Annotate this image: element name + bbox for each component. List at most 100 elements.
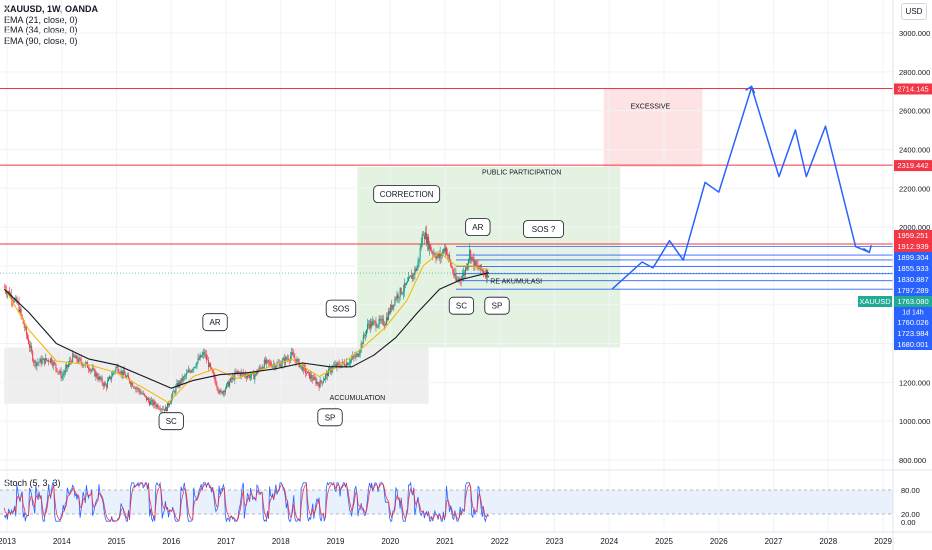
- candle-body-431: [457, 279, 459, 281]
- candle-body-52: [58, 371, 60, 373]
- candle-body-22: [26, 334, 28, 339]
- candle-body-223: [238, 372, 240, 373]
- candle-body-400: [424, 232, 426, 239]
- candle-body-107: [116, 366, 118, 368]
- price-tag-bg-1: [894, 160, 932, 172]
- y-tick-1: 1000.000: [899, 417, 930, 426]
- candle-body-93: [101, 377, 103, 384]
- annotation-box-6: [523, 220, 564, 238]
- price-tag-11: 1680.001: [897, 340, 928, 349]
- candle-body-460: [488, 275, 490, 278]
- candle-body-376: [399, 288, 401, 298]
- candle-body-53: [59, 371, 61, 373]
- price-tag-bg-5: [894, 262, 932, 274]
- candle-body-243: [259, 367, 261, 369]
- candle-body-123: [133, 386, 135, 388]
- candle-body-173: [185, 373, 187, 376]
- candle-body-64: [71, 361, 73, 363]
- currency-badge[interactable]: USD: [901, 3, 927, 20]
- candle-body-359: [381, 318, 383, 320]
- candle-body-316: [336, 362, 338, 367]
- candle-body-288: [306, 371, 308, 374]
- candle-body-186: [199, 355, 201, 360]
- candle-body-457: [484, 273, 486, 278]
- candle-body-84: [92, 368, 94, 370]
- candle-body-75: [82, 365, 84, 366]
- candle-body-9: [13, 301, 15, 303]
- candle-body-266: [283, 358, 285, 364]
- annotation-box-3: [325, 299, 357, 318]
- candle-body-224: [239, 372, 241, 376]
- candle-body-216: [231, 378, 233, 380]
- candle-body-209: [223, 391, 225, 393]
- price-tag-bg-6: [894, 273, 932, 285]
- candle-body-386: [410, 275, 412, 277]
- candle-body-66: [73, 353, 75, 357]
- candle-body-111: [120, 370, 122, 374]
- candle-body-426: [452, 267, 454, 273]
- candle-body-131: [141, 393, 143, 395]
- y-tick-11: 3000.000: [899, 29, 930, 38]
- candle-body-110: [119, 372, 121, 374]
- annotation-7: SC: [456, 302, 467, 311]
- x-tick-7: 2020: [381, 537, 399, 546]
- y-tick-2: 1200.000: [899, 378, 930, 387]
- candle-body-365: [388, 311, 390, 320]
- x-tick-6: 2019: [327, 537, 345, 546]
- candle-body-380: [403, 283, 405, 291]
- candle-body-61: [67, 364, 69, 367]
- candle-body-167: [179, 381, 181, 384]
- countdown-bg: [894, 306, 932, 317]
- x-tick-16: 2029: [874, 537, 892, 546]
- candle-body-233: [249, 374, 251, 378]
- candle-body-343: [364, 334, 366, 336]
- candle-body-336: [357, 353, 359, 357]
- candle-body-129: [139, 391, 141, 394]
- candle-body-27: [32, 351, 34, 361]
- candle-body-26: [31, 346, 33, 352]
- candle-body-157: [169, 403, 171, 406]
- candle-body-106: [115, 367, 117, 372]
- candle-body-218: [233, 376, 235, 380]
- candle-body-42: [47, 359, 49, 362]
- x-tick-9: 2022: [491, 537, 509, 546]
- candle-body-76: [83, 365, 85, 366]
- candle-body-162: [174, 391, 176, 393]
- candle-body-296: [315, 378, 317, 384]
- candle-body-300: [319, 380, 321, 388]
- candle-body-11: [15, 297, 17, 300]
- candle-body-342: [363, 335, 365, 336]
- candle-body-164: [176, 382, 178, 387]
- candle-body-177: [190, 371, 192, 373]
- candle-body-217: [232, 376, 234, 380]
- candle-body-197: [211, 367, 213, 370]
- candle-body-362: [384, 323, 386, 326]
- candle-body-168: [180, 378, 182, 384]
- levels-layer: [0, 87, 893, 290]
- price-tag-bg-7: [894, 284, 932, 296]
- candle-body-355: [377, 325, 379, 327]
- candle-body-140: [151, 400, 153, 402]
- candle-body-323: [343, 363, 345, 366]
- candle-body-215: [230, 378, 232, 382]
- candle-body-237: [253, 373, 255, 380]
- candle-body-287: [305, 373, 307, 374]
- candle-body-404: [429, 244, 431, 250]
- candle-body-214: [229, 381, 231, 387]
- price-tag-5: 1855.933: [897, 264, 928, 273]
- candle-body-38: [43, 358, 45, 364]
- countdown-label: 1d 14h: [902, 309, 924, 316]
- candle-body-176: [189, 370, 191, 372]
- candle-body-200: [214, 374, 216, 381]
- annotation-box-4: [373, 185, 441, 203]
- candle-body-171: [183, 375, 185, 377]
- annotation-4: CORRECTION: [380, 190, 434, 199]
- candle-body-40: [45, 358, 47, 361]
- candle-body-78: [85, 362, 87, 364]
- candle-body-158: [170, 401, 172, 404]
- candle-body-29: [34, 361, 36, 363]
- ema-21-legend: EMA (21, close, 0): [4, 14, 78, 25]
- candle-body-340: [361, 343, 363, 345]
- candle-body-68: [75, 355, 77, 359]
